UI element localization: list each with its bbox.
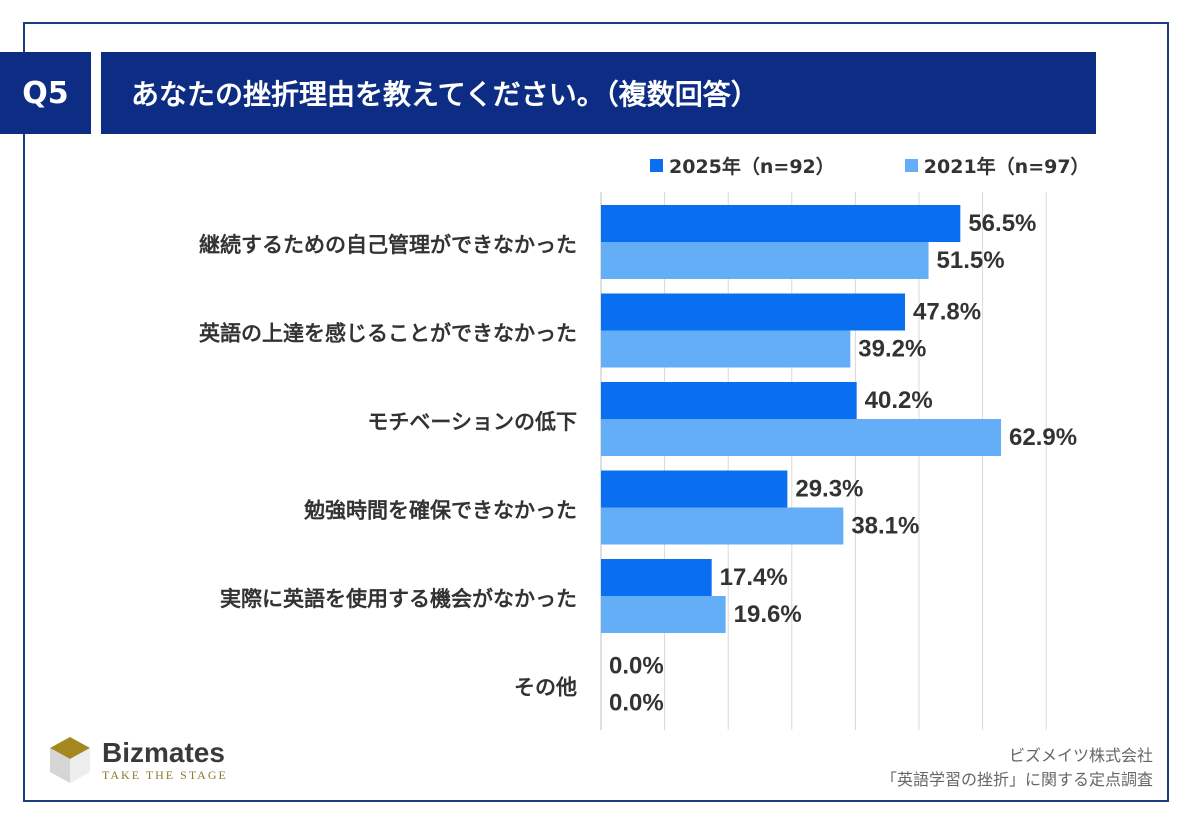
data-label: 38.1% [851, 512, 919, 539]
data-label: 62.9% [1009, 424, 1077, 451]
data-label: 40.2% [865, 387, 933, 414]
chart-title: あなたの挫折理由を教えてください。（複数回答） [101, 52, 1096, 134]
data-label: 0.0% [609, 652, 664, 679]
bar-2021 [601, 507, 844, 545]
legend-swatch-2025 [650, 159, 663, 172]
data-label: 29.3% [795, 475, 863, 502]
source-note: ビズメイツ株式会社 「英語学習の挫折」に関する定点調査 [881, 744, 1153, 792]
data-label: 19.6% [734, 601, 802, 628]
legend-label-2021: 2021年（n=97） [923, 156, 1090, 178]
data-label: 17.4% [720, 564, 788, 591]
data-label: 51.5% [937, 247, 1005, 274]
category-label: モチベーションの低下 [367, 410, 577, 434]
question-badge: Q5 [0, 52, 91, 134]
bar-2025 [601, 293, 906, 331]
source-company: ビズメイツ株式会社 [1008, 746, 1153, 765]
cube-logo-icon [50, 737, 90, 783]
bar-2021 [601, 419, 1002, 456]
data-label: 0.0% [609, 689, 664, 716]
source-survey: 「英語学習の挫折」に関する定点調査 [880, 770, 1153, 789]
legend-item-2021: 2021年（n=97） [904, 152, 1090, 179]
legend-swatch-2021 [904, 159, 918, 172]
data-label: 47.8% [913, 298, 981, 325]
bar-2025 [601, 470, 788, 508]
figure-frame [23, 22, 1169, 802]
data-label: 39.2% [858, 335, 926, 362]
data-label: 56.5% [968, 210, 1036, 237]
bar-2025 [601, 559, 712, 596]
bar-2025 [601, 382, 857, 419]
logo-tagline: TAKE THE STAGE [102, 767, 228, 782]
bar-2021 [601, 330, 851, 368]
bizmates-logo: Bizmates TAKE THE STAGE [48, 735, 228, 785]
bar-2021 [601, 596, 726, 633]
category-label: 実際に英語を使用する機会がなかった [220, 587, 577, 611]
category-label: その他 [514, 676, 577, 700]
legend: 2025年（n=92） 2021年（n=97） [650, 152, 1090, 179]
logo-name: Bizmates [102, 736, 225, 768]
legend-item-2025: 2025年（n=92） [650, 152, 835, 179]
category-label: 英語の上達を感じることができなかった [199, 322, 577, 346]
bar-2021 [601, 242, 929, 279]
legend-label-2025: 2025年（n=92） [669, 156, 835, 178]
bar-2025 [601, 205, 961, 242]
category-label: 継続するための自己管理ができなかった [199, 233, 577, 257]
category-label: 勉強時間を確保できなかった [303, 499, 577, 523]
